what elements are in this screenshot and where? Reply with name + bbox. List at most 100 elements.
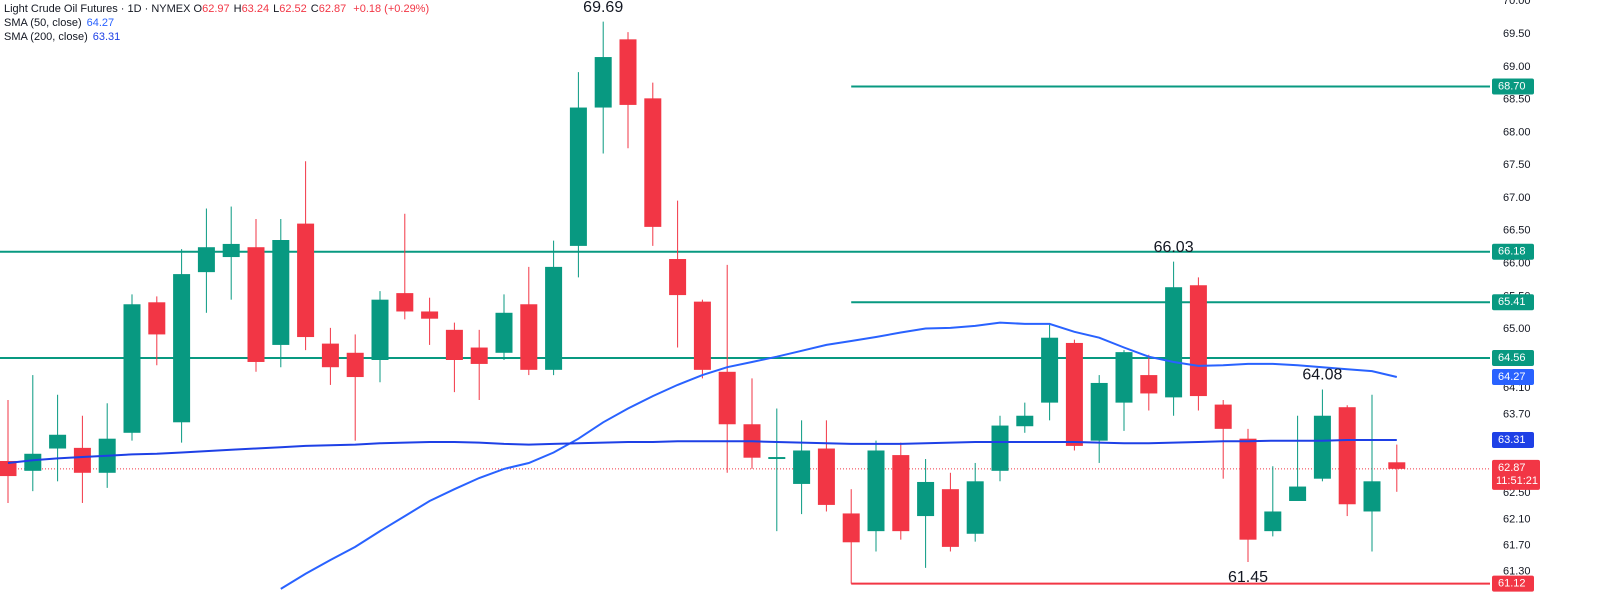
ohlc-value: 63.24 [241, 3, 270, 15]
candle-body [991, 425, 1009, 471]
symbol-title: Light Crude Oil Futures · 1D · NYMEX [4, 3, 191, 15]
y-tick-label: 65.00 [1503, 323, 1531, 335]
candle-body [817, 448, 835, 505]
candle-body [346, 352, 364, 378]
candle-body [148, 302, 166, 335]
y-tick-label: 70.00 [1503, 0, 1531, 7]
candle-body [619, 39, 637, 105]
price-annotation: 69.69 [583, 0, 623, 16]
candle-body [0, 460, 17, 477]
level-label: 66.18 [1498, 246, 1526, 258]
candle-body [1065, 342, 1083, 446]
candle-body [1165, 287, 1183, 398]
candle-body [371, 299, 389, 360]
level-label: 68.70 [1498, 80, 1526, 92]
candle-body [1140, 375, 1158, 394]
price-axis: 70.00 69.50 69.00 68.50 68.00 67.50 67.00 66.50… [1492, 0, 1540, 592]
ohlc-key: C [310, 3, 319, 15]
candle-body [941, 489, 959, 547]
candle-body [1264, 511, 1282, 532]
sma-label-box [1492, 369, 1534, 386]
candle-body [1214, 404, 1232, 429]
y-tick-label: 63.70 [1503, 408, 1531, 420]
change: +0.18 (+0.29%) [353, 3, 430, 15]
ohlc-key: L [273, 3, 280, 15]
level-label-box [1492, 243, 1534, 260]
candle-body [396, 293, 414, 312]
candle-body [1338, 407, 1356, 505]
indicator-legend: SMA (50, close) 64.27 SMA (200, close) 63.3… [4, 16, 429, 44]
level-label: 61.12 [1498, 578, 1526, 590]
ohlc-key: H [233, 3, 242, 15]
candle-body [1016, 415, 1034, 427]
candle-body [272, 240, 290, 345]
candle-body [1363, 481, 1381, 512]
y-tick-label: 61.70 [1503, 539, 1531, 551]
candle-body [1388, 462, 1406, 469]
symbol-line: Light Crude Oil Futures · 1D · NYMEX O62… [4, 2, 429, 16]
candle-body [1090, 382, 1108, 441]
indicator-row: SMA (50, close) 64.27 [4, 16, 429, 30]
ohlc-value: 62.87 [318, 3, 347, 15]
countdown: 11:51:21 [1496, 475, 1538, 487]
indicator-value: 64.27 [86, 17, 115, 29]
y-tick-label: 62.10 [1503, 513, 1531, 525]
candle-body [867, 450, 885, 532]
plot-area: 69.69 66.03 64.08 61.45 [0, 0, 1490, 590]
sma-label: 64.27 [1498, 371, 1526, 383]
y-tick-label: 68.50 [1503, 94, 1531, 106]
y-tick-label: 67.50 [1503, 159, 1531, 171]
price-annotation: 66.03 [1154, 239, 1194, 256]
indicator-name: SMA (50, close) [4, 17, 82, 29]
level-label: 65.41 [1498, 296, 1526, 308]
sma-label-box [1492, 432, 1534, 448]
candle-body [594, 57, 612, 108]
ohlc-key: O [193, 3, 203, 15]
candle-body [892, 455, 910, 532]
ohlc-values: O62.97 H63.24 L62.52 C62.87 [194, 3, 351, 15]
y-tick-label: 67.00 [1503, 192, 1531, 204]
candle-body [495, 312, 513, 353]
candle-body [1289, 486, 1307, 501]
candle-body [545, 266, 563, 370]
candle-body [123, 304, 141, 433]
y-tick-label: 66.00 [1503, 258, 1531, 270]
sma-label: 63.31 [1498, 434, 1526, 446]
level-label-box [1492, 294, 1534, 311]
indicator-row: SMA (200, close) 63.31 [4, 30, 429, 44]
y-tick-label: 61.30 [1503, 566, 1531, 578]
candle-body [966, 481, 984, 534]
candle-body [421, 311, 439, 319]
y-tick-label: 62.50 [1503, 487, 1531, 499]
candle-body [520, 304, 538, 370]
price-annotation: 61.45 [1228, 569, 1268, 586]
candle-body [247, 247, 265, 362]
candle-body [321, 343, 339, 368]
candle-body [1115, 352, 1133, 403]
level-label-box [1492, 78, 1534, 95]
price-annotation: 64.08 [1302, 367, 1342, 384]
level-label: 64.56 [1498, 352, 1526, 364]
candle-body [644, 98, 662, 227]
candle-body [1189, 285, 1207, 397]
candle-body [793, 450, 811, 484]
candle-body [669, 259, 687, 296]
y-tick-label: 69.00 [1503, 61, 1531, 73]
candle-body [693, 301, 711, 370]
candle-body [197, 247, 215, 273]
candle-body [569, 107, 587, 246]
y-tick-label: 64.10 [1503, 382, 1531, 394]
level-label-box [1492, 575, 1534, 592]
level-label-box [1492, 350, 1534, 367]
candle-body [842, 513, 860, 543]
candle-body [917, 481, 935, 517]
candle-body [24, 453, 42, 471]
last-price-label: 62.87 [1498, 462, 1526, 474]
candle-body [470, 347, 488, 364]
sma-line [7, 439, 1397, 464]
candle-body [1239, 438, 1257, 540]
y-tick-label: 69.50 [1503, 28, 1531, 40]
candle-body [297, 223, 315, 338]
